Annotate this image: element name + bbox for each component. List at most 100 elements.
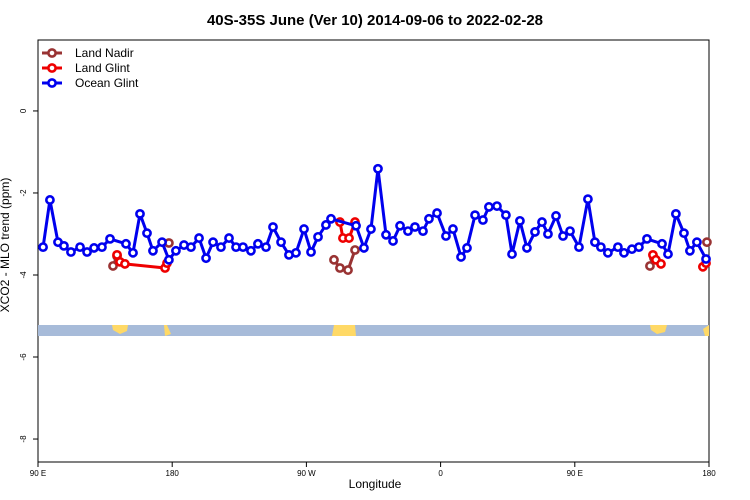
point — [381, 229, 391, 240]
point — [306, 247, 316, 257]
point — [574, 242, 584, 253]
point — [142, 228, 152, 239]
y-tick-label: -6 — [19, 353, 28, 361]
point — [268, 222, 278, 232]
point — [388, 236, 398, 246]
point — [373, 163, 383, 174]
point — [351, 220, 361, 231]
point — [291, 247, 301, 258]
point — [537, 217, 547, 227]
point — [329, 254, 339, 265]
point — [201, 253, 211, 264]
point — [120, 259, 130, 269]
y-axis-label: XCO2 - MLO trend (ppm) — [0, 178, 12, 313]
point — [462, 243, 472, 253]
point — [645, 261, 655, 271]
point — [507, 249, 517, 259]
point — [470, 210, 480, 221]
point — [558, 231, 568, 241]
point — [657, 238, 667, 249]
land-shape — [703, 325, 709, 336]
land-strip — [38, 325, 709, 336]
point — [82, 247, 92, 257]
ocean-band — [38, 325, 709, 336]
plot-frame — [37, 39, 710, 463]
x-tick-label: 90 E — [567, 469, 583, 478]
point — [75, 242, 85, 253]
point — [171, 245, 181, 256]
point — [121, 238, 131, 249]
x-tick-label: 90 E — [30, 469, 46, 478]
land-shape — [650, 325, 667, 334]
point — [128, 247, 138, 258]
point — [135, 208, 145, 219]
y-tick-label: -2 — [19, 189, 28, 197]
point — [424, 213, 434, 224]
point — [522, 243, 532, 253]
series — [38, 163, 711, 265]
point — [208, 237, 218, 248]
point — [590, 237, 600, 248]
point — [261, 242, 271, 253]
point — [478, 215, 488, 225]
point — [89, 243, 99, 253]
point — [670, 208, 681, 219]
point — [702, 237, 712, 248]
chart-title: 40S-35S June (Ver 10) 2014-09-06 to 2022… — [207, 12, 543, 29]
x-tick-label: 180 — [166, 469, 180, 478]
x-tick-label: 0 — [438, 469, 443, 478]
point — [612, 242, 623, 253]
point — [253, 238, 263, 249]
point — [97, 242, 107, 253]
point — [164, 254, 174, 265]
point — [530, 227, 540, 237]
point — [634, 242, 644, 253]
point — [326, 213, 336, 224]
point — [642, 234, 652, 244]
point — [321, 220, 331, 230]
point — [441, 231, 451, 241]
y-tick-label: 0 — [19, 108, 28, 113]
point — [619, 247, 629, 258]
point — [565, 226, 575, 237]
point — [108, 261, 118, 271]
land-shape — [332, 325, 356, 336]
point — [313, 231, 323, 242]
point — [105, 234, 115, 244]
point — [403, 226, 413, 237]
land-shape — [112, 325, 128, 334]
legend-label: Ocean Glint — [75, 76, 139, 90]
point — [38, 242, 48, 253]
y-tick-label: -4 — [19, 271, 28, 279]
point — [335, 263, 345, 273]
legend-marker — [47, 48, 57, 58]
point — [543, 229, 553, 239]
point — [685, 245, 695, 256]
point — [299, 224, 309, 234]
point — [343, 265, 353, 275]
point — [484, 202, 494, 212]
point — [366, 224, 376, 234]
legend-label: Land Nadir — [75, 46, 134, 60]
point — [148, 245, 158, 256]
x-tick-label: 180 — [702, 469, 716, 478]
point — [551, 211, 561, 221]
point — [656, 259, 666, 269]
point — [692, 237, 702, 248]
point — [157, 237, 167, 248]
point — [246, 245, 256, 256]
point — [679, 228, 689, 239]
point — [701, 254, 711, 264]
point — [448, 224, 458, 234]
y-tick-label: -8 — [19, 435, 28, 443]
point — [45, 195, 55, 205]
point — [410, 222, 420, 232]
point — [583, 194, 593, 205]
point — [501, 210, 511, 221]
point — [603, 247, 613, 258]
point — [194, 233, 204, 243]
point — [276, 237, 286, 248]
